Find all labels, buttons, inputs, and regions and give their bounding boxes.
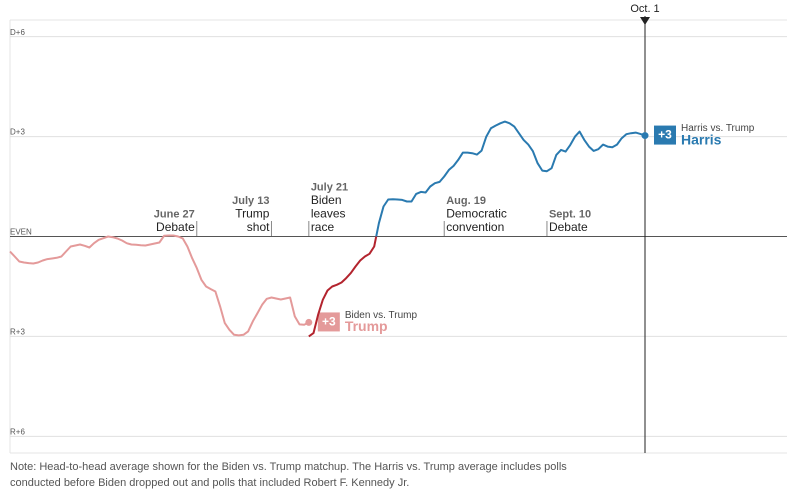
- annotation-text: Biden: [311, 193, 342, 207]
- annotation-date: July 21: [311, 181, 348, 193]
- annotation-date: Aug. 19: [446, 195, 486, 207]
- end-dot: [641, 132, 649, 140]
- y-tick-label: EVEN: [10, 228, 32, 237]
- annotation-text: race: [311, 220, 335, 234]
- end-badge: [654, 125, 676, 145]
- annotation-date: June 27: [154, 208, 195, 220]
- y-tick-label: R+3: [10, 328, 25, 337]
- annotation-text: Democratic: [446, 207, 507, 221]
- annotation-text: Debate: [549, 220, 588, 234]
- annotation-text: Debate: [156, 220, 195, 234]
- annotation-text: convention: [446, 220, 504, 234]
- end-badge: [317, 312, 340, 332]
- y-tick-label: D+6: [10, 28, 25, 37]
- date-marker-label: Oct. 1: [630, 3, 659, 15]
- note-line: Note: Head-to-head average shown for the…: [10, 461, 567, 473]
- date-marker-triangle: [640, 17, 650, 25]
- note-line: conducted before Biden dropped out and p…: [10, 477, 409, 489]
- annotation-text: shot: [247, 220, 270, 234]
- series-line: [308, 120, 646, 338]
- matchup-label: Biden vs. Trump: [345, 310, 418, 321]
- y-tick-label: D+3: [10, 128, 25, 137]
- matchup-label: Harris vs. Trump: [681, 123, 755, 134]
- y-tick-label: R+6: [10, 427, 25, 436]
- end-value-label: +3: [658, 128, 672, 142]
- annotation-text: leaves: [311, 207, 346, 221]
- leader-label: Trump: [345, 318, 388, 334]
- series-line: [9, 234, 310, 337]
- annotation-date: Sept. 10: [549, 208, 591, 220]
- end-dot: [305, 318, 313, 326]
- annotation-text: Trump: [235, 207, 270, 221]
- end-value-label: +3: [322, 315, 336, 329]
- annotation-date: July 13: [232, 195, 269, 207]
- leader-label: Harris: [681, 131, 722, 147]
